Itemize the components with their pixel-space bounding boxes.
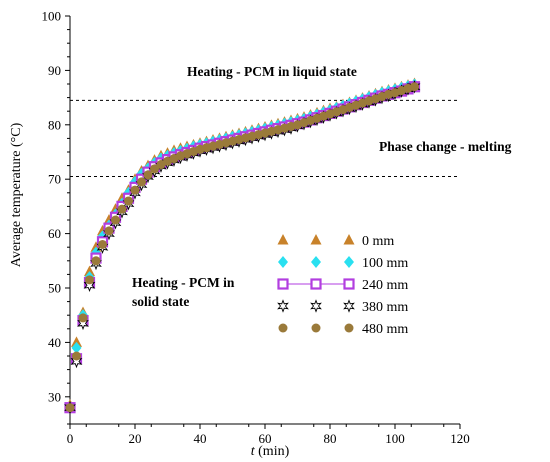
annotation-solid-heating-line2: solid state (132, 294, 189, 309)
legend-marker (311, 256, 321, 268)
legend-marker (344, 323, 354, 333)
legend-label: 240 mm (362, 278, 408, 293)
legend-marker (277, 278, 289, 290)
data-point (83, 278, 96, 293)
series-480-mm (65, 82, 419, 413)
y-tick-label: 100 (42, 9, 62, 24)
data-point (77, 316, 89, 331)
data-point (124, 196, 133, 206)
x-axis-title: t (min) (251, 444, 290, 459)
legend-marker (344, 256, 354, 268)
data-point (143, 170, 153, 180)
data-point (104, 226, 114, 236)
legend-label: 480 mm (362, 322, 408, 337)
legend-marker (278, 323, 288, 333)
legend-entry: 0 mm (277, 234, 394, 249)
data-point (410, 82, 419, 92)
y-tick-label: 50 (48, 281, 61, 296)
legend: 0 mm 100 mm 240 mm 380 mm 480 mm (277, 234, 408, 337)
y-tick-label: 40 (48, 335, 61, 350)
legend-entry: 100 mm (278, 256, 408, 271)
data-point (111, 215, 120, 225)
y-tick-label: 80 (48, 117, 61, 132)
x-axis-unit: (min) (255, 444, 290, 459)
data-point (91, 256, 101, 266)
legend-marker (343, 299, 355, 313)
x-axis-variable: t (251, 444, 256, 459)
x-tick-label: 40 (194, 431, 207, 446)
legend-marker (277, 234, 289, 245)
annotation-solid-heating-line1: Heating - PCM in (132, 275, 235, 290)
y-tick-label: 70 (48, 172, 61, 187)
y-axis-title: Average temperature (°C) (9, 122, 24, 267)
data-point (117, 204, 127, 214)
legend-entry: 480 mm (278, 322, 408, 337)
legend-entry: 240 mm (277, 278, 408, 293)
legend-marker (277, 299, 289, 313)
data-point (71, 341, 82, 354)
x-tick-label: 60 (259, 431, 272, 446)
legend-label: 100 mm (362, 256, 408, 271)
legend-marker (311, 323, 321, 333)
legend-marker (310, 299, 322, 313)
x-tick-label: 80 (324, 431, 337, 446)
legend-label: 380 mm (362, 300, 408, 315)
data-point (78, 313, 88, 323)
data-point (85, 275, 94, 285)
y-tick-label: 90 (48, 63, 61, 78)
legend-marker (310, 234, 322, 245)
legend-marker (343, 234, 355, 245)
data-point (72, 351, 81, 361)
x-tick-label: 0 (67, 431, 74, 446)
data-point (150, 164, 159, 174)
annotation-liquid-heating: Heating - PCM in liquid state (187, 64, 357, 79)
x-tick-label: 120 (450, 431, 470, 446)
legend-entry: 380 mm (277, 299, 408, 315)
data-point (70, 354, 83, 369)
y-tick-label: 60 (48, 226, 61, 241)
y-tick-label: 30 (48, 389, 61, 404)
data-point (71, 336, 82, 347)
plot-area: 30 40 50 60 70 80 90 100 0 20 40 60 80 100 120 (42, 9, 470, 447)
data-point (98, 239, 107, 249)
data-point (137, 177, 146, 187)
legend-marker (310, 278, 322, 290)
legend-marker (343, 278, 355, 290)
data-point (130, 185, 140, 195)
data-point (65, 403, 75, 413)
data-point (84, 265, 95, 277)
annotation-phase-change: Phase change - melting (379, 139, 512, 154)
x-tick-label: 20 (129, 431, 142, 446)
legend-label: 0 mm (362, 234, 394, 249)
legend-marker (278, 256, 288, 268)
x-tick-label: 100 (385, 431, 405, 446)
